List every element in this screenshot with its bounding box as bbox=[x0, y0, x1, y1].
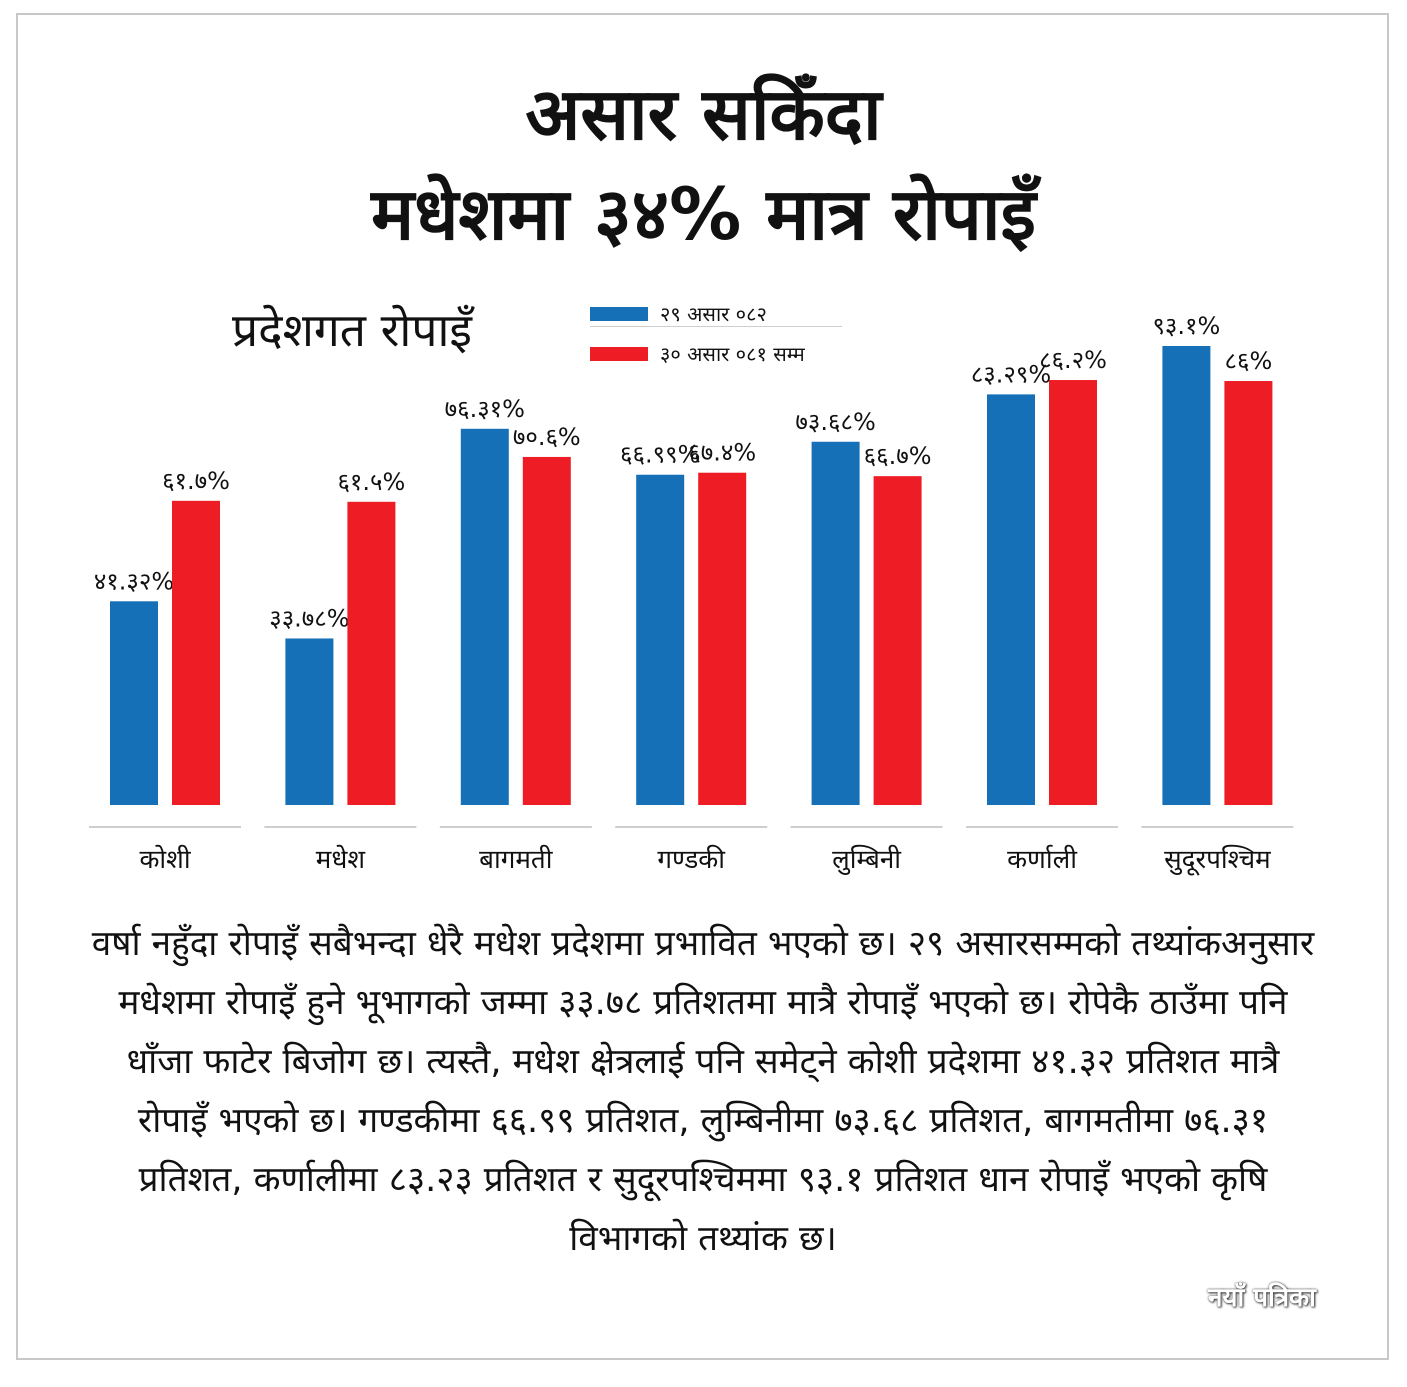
chart-title: प्रदेशगत रोपाइँ bbox=[232, 303, 472, 357]
category-label-5: कर्णाली bbox=[1007, 844, 1078, 875]
bar-2081-6 bbox=[1224, 381, 1273, 805]
bar-2082-2 bbox=[460, 428, 509, 805]
bar-value-label-2082-6: ९३.१% bbox=[1152, 312, 1220, 340]
bar-value-label-2082-1: ३३.७८% bbox=[269, 604, 349, 632]
bar-value-label-2081-5: ८६.२% bbox=[1039, 346, 1107, 374]
bar-value-label-2082-4: ७३.६८% bbox=[795, 408, 875, 436]
bar-2081-1 bbox=[347, 501, 396, 805]
legend-divider bbox=[590, 326, 842, 327]
bar-value-label-2081-1: ६१.५% bbox=[337, 468, 405, 496]
category-label-2: बागमती bbox=[479, 844, 554, 875]
category-label-4: लुम्बिनी bbox=[832, 844, 902, 875]
legend-label-2081: ३० असार ०८१ सम्म bbox=[660, 342, 805, 366]
bar-value-label-2081-2: ७०.६% bbox=[513, 423, 581, 451]
category-label-0: कोशी bbox=[139, 844, 191, 875]
bar-value-label-2082-3: ६६.९९% bbox=[620, 441, 700, 469]
legend-item-2081: ३० असार ०८१ सम्म bbox=[590, 340, 805, 367]
legend-label-2082: २९ असार ०८२ bbox=[660, 302, 767, 326]
bar-2081-4 bbox=[873, 476, 922, 805]
bar-value-label-2081-6: ८६% bbox=[1225, 347, 1273, 375]
headline-line-1: असार सकिँदा bbox=[525, 72, 882, 156]
body-paragraph: वर्षा नहुँदा रोपाइँ सबैभन्दा धेरै मधेश प… bbox=[91, 924, 1315, 1259]
bar-2081-5 bbox=[1049, 380, 1097, 805]
category-label-3: गण्डकी bbox=[657, 844, 726, 875]
headline-line-2: मधेशमा ३४% मात्र रोपाइँ bbox=[371, 172, 1036, 256]
bar-value-label-2082-0: ४१.३२% bbox=[94, 567, 174, 595]
bar-2082-1 bbox=[285, 638, 334, 805]
newspaper-logo: नयाँ पत्रिका bbox=[1208, 1283, 1316, 1313]
bar-2082-4 bbox=[811, 441, 860, 805]
bar-2081-3 bbox=[698, 472, 747, 805]
bar-value-label-2082-5: ८३.२९% bbox=[971, 360, 1051, 388]
bar-2082-3 bbox=[636, 474, 685, 805]
bar-2082-5 bbox=[987, 394, 1035, 805]
bar-value-label-2082-2: ७६.३१% bbox=[445, 395, 525, 423]
bar-2082-6 bbox=[1162, 346, 1211, 805]
legend-swatch-red bbox=[590, 346, 648, 361]
bar-value-label-2081-3: ६७.४% bbox=[688, 439, 756, 467]
bar-2082-0 bbox=[110, 601, 158, 805]
bar-2081-0 bbox=[172, 500, 220, 805]
outer-frame bbox=[16, 13, 1389, 1360]
legend-item-2082: २९ असार ०८२ bbox=[590, 300, 767, 327]
bar-value-label-2081-4: ६६.७% bbox=[864, 442, 932, 470]
bar-2081-2 bbox=[522, 456, 571, 805]
legend-swatch-blue bbox=[590, 306, 648, 321]
category-label-6: सुदूरपश्चिम bbox=[1164, 844, 1271, 876]
bar-value-label-2081-0: ६१.७% bbox=[162, 467, 230, 495]
bar-chart: ४१.३२% ६१.७% कोशी ३३.७८% ६१.५% मधेश ७६.३१%७०.६… bbox=[89, 312, 1294, 876]
category-label-1: मधेश bbox=[316, 844, 367, 875]
